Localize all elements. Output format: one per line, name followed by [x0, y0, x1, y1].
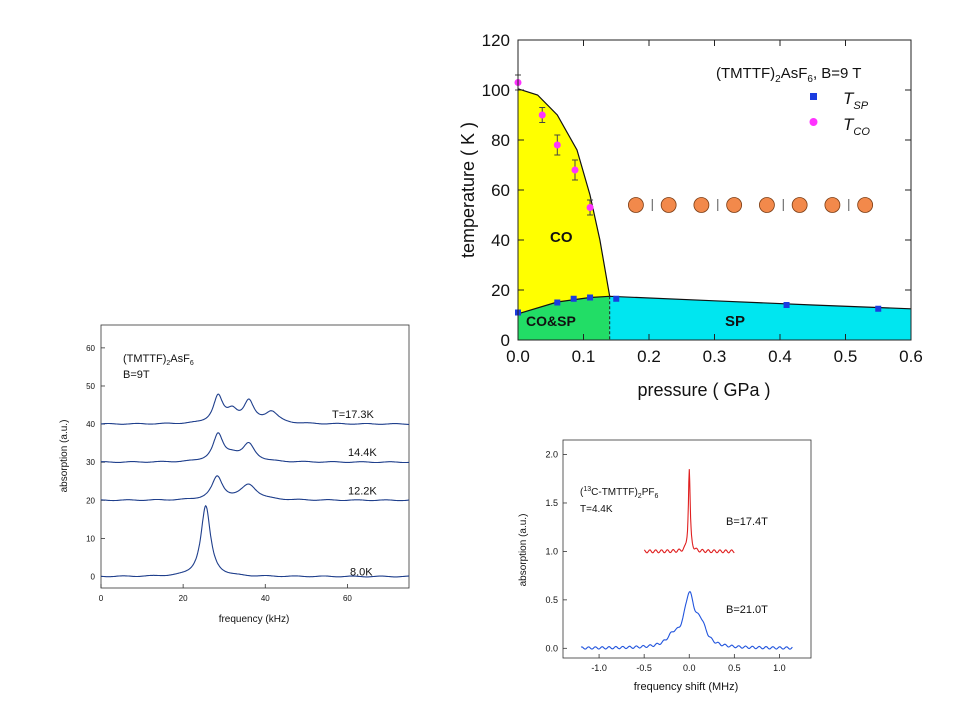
tco-point [553, 141, 561, 149]
left-x-tick-label: 40 [261, 594, 270, 603]
br-spectrum-line-174 [643, 469, 735, 554]
left-annotation-field: B=9T [123, 369, 150, 381]
left-y-axis-label: absorption (a.u.) [59, 420, 70, 493]
left-temperature-label: 8.0K [350, 567, 373, 579]
tr-y-tick-label: 60 [491, 181, 510, 200]
orange-circle [791, 197, 808, 213]
br-annotation-compound: (13C-TMTTF)2PF6 [580, 486, 658, 500]
left-plot-frame [100, 324, 410, 589]
tr-axis-ticks: 0.0 0.1 0.2 0.3 0.4 0.5 0.6 0 20 40 60 80 100 120 [482, 31, 923, 366]
legend-marker-tco [809, 118, 818, 126]
region-label-co: CO [550, 229, 573, 246]
orange-circle [726, 197, 743, 213]
region-label-cosp: CO&SP [526, 313, 576, 329]
br-y-tick-label: 1.0 [545, 546, 558, 556]
br-spectra [580, 469, 793, 650]
left-temperature-label: T=17.3K [332, 409, 375, 421]
left-y-tick-label: 0 [91, 573, 96, 582]
tr-y-tick-label: 40 [491, 231, 510, 250]
tsp-point [783, 302, 790, 308]
left-y-tick-label: 40 [86, 420, 95, 429]
orange-circle [759, 197, 775, 213]
br-y-tick-label: 0.5 [545, 595, 558, 605]
orange-circle [693, 197, 710, 213]
legend-label-tco: TCO [843, 115, 870, 138]
orange-circle [660, 197, 677, 213]
left-y-tick-label: 20 [86, 496, 95, 505]
tr-x-tick-label: 0.3 [703, 347, 727, 366]
tr-x-tick-label: 0.2 [637, 347, 661, 366]
tr-x-axis-label: pressure ( GPa ) [637, 380, 770, 400]
br-x-tick-label: 1.0 [773, 663, 786, 673]
tsp-point [613, 295, 620, 302]
left-temperature-labels: T=17.3K 14.4K 12.2K 8.0K [332, 409, 377, 578]
br-x-tick-label: 0.0 [683, 663, 696, 673]
orange-circle [824, 197, 841, 213]
left-annotation-compound: (TMTTF)2AsF6 [123, 353, 194, 367]
br-y-tick-label: 2.0 [545, 450, 558, 460]
br-axis-ticks: -1.0 -0.5 0.0 0.5 1.0 0.0 0.5 1.0 1.5 2.0 [545, 450, 785, 673]
tco-point [538, 111, 546, 119]
tsp-point [875, 305, 882, 312]
co-boundary-curve [517, 88, 611, 297]
left-spectrum-line [100, 475, 409, 502]
br-y-axis-label: absorption (a.u.) [518, 514, 529, 587]
br-series-label-210: B=21.0T [726, 604, 768, 616]
orange-circle [857, 197, 874, 213]
tco-point [571, 166, 579, 174]
tsp-point [570, 295, 577, 302]
tr-y-tick-label: 20 [491, 281, 510, 300]
left-y-tick-label: 10 [86, 534, 95, 543]
region-sp [609, 296, 911, 340]
phase-regions [518, 88, 911, 340]
tr-x-tick-label: 0.5 [834, 347, 858, 366]
left-y-tick-label: 50 [86, 382, 95, 391]
left-temperature-label: 12.2K [348, 485, 377, 497]
orange-circle-row [628, 197, 874, 213]
br-x-tick-label: 0.5 [728, 663, 741, 673]
region-co [518, 88, 610, 314]
tr-y-tick-label: 80 [491, 131, 510, 150]
tr-x-tick-label: 0.1 [572, 347, 596, 366]
legend-marker-tsp [810, 93, 817, 100]
tr-y-tick-label: 120 [482, 31, 510, 50]
left-x-tick-label: 0 [99, 594, 104, 603]
tr-y-tick-label: 100 [482, 81, 510, 100]
tr-y-axis-label: temperature ( K ) [458, 122, 478, 258]
left-chart: 0 20 40 60 0 10 20 30 40 50 60 T=17.3K 14.4K 12.2K 8.… [59, 324, 410, 625]
left-spectra [100, 393, 409, 578]
tr-x-tick-label: 0.4 [768, 347, 792, 366]
br-x-axis-label: frequency shift (MHz) [634, 681, 739, 693]
br-series-label-174: B=17.4T [726, 516, 768, 528]
tsp-point [587, 294, 594, 301]
br-spectrum-line-210 [580, 590, 793, 650]
left-spectrum-line [101, 393, 409, 425]
left-x-tick-label: 60 [343, 594, 352, 603]
br-y-tick-label: 0.0 [545, 643, 558, 653]
tr-x-tick-label: 0.6 [899, 347, 923, 366]
left-spectrum-line [101, 432, 409, 464]
tr-y-tick-label: 0 [501, 331, 510, 350]
br-y-tick-label: 1.5 [545, 498, 558, 508]
left-y-tick-label: 30 [86, 458, 95, 467]
tr-chart-title: (TMTTF)2AsF6, B=9 T [716, 65, 861, 85]
nmr-chart: -1.0 -0.5 0.0 0.5 1.0 0.0 0.5 1.0 1.5 2.0 (13C-TM… [518, 439, 812, 693]
tr-x-tick-label: 0.0 [506, 347, 530, 366]
left-y-tick-label: 60 [86, 344, 95, 353]
br-x-tick-label: -1.0 [591, 663, 607, 673]
tsp-point [554, 299, 561, 306]
region-label-sp: SP [725, 313, 745, 330]
left-x-axis-label: frequency (kHz) [219, 614, 290, 625]
br-x-tick-label: -0.5 [636, 663, 652, 673]
br-plot-frame [562, 439, 812, 659]
br-annotation-temp: T=4.4K [580, 504, 613, 515]
orange-circle [628, 197, 644, 213]
left-spectrum-line [101, 504, 409, 578]
left-x-tick-label: 20 [179, 594, 188, 603]
tco-point [586, 204, 594, 211]
legend-label-tsp: TSP [843, 89, 869, 112]
left-temperature-label: 14.4K [348, 447, 377, 459]
